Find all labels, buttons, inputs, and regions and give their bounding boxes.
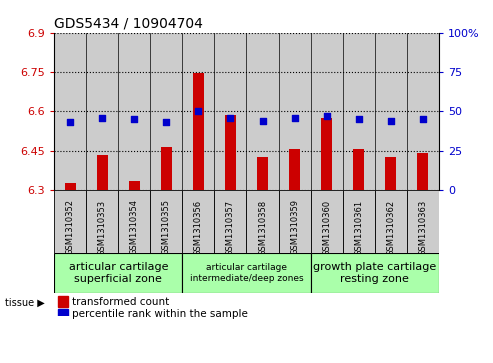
Text: transformed count: transformed count xyxy=(71,297,169,307)
Bar xyxy=(407,190,439,253)
Bar xyxy=(311,33,343,190)
Text: GSM1310356: GSM1310356 xyxy=(194,199,203,256)
Bar xyxy=(353,149,364,190)
Point xyxy=(162,119,171,125)
Bar xyxy=(97,155,108,190)
Text: GSM1310353: GSM1310353 xyxy=(98,199,107,256)
Text: GSM1310362: GSM1310362 xyxy=(386,199,395,256)
Text: GSM1310363: GSM1310363 xyxy=(418,199,427,256)
Text: GSM1310354: GSM1310354 xyxy=(130,199,139,256)
Point xyxy=(98,115,106,121)
Bar xyxy=(150,33,182,190)
Text: GSM1310361: GSM1310361 xyxy=(354,199,363,256)
Bar xyxy=(246,190,279,253)
Bar xyxy=(385,157,396,190)
Text: GSM1310358: GSM1310358 xyxy=(258,199,267,256)
Bar xyxy=(58,296,68,307)
Bar xyxy=(54,253,182,293)
Bar xyxy=(257,157,268,190)
Bar xyxy=(246,33,279,190)
Point xyxy=(291,115,299,121)
Bar xyxy=(279,190,311,253)
Bar xyxy=(86,190,118,253)
Text: articular cartilage
intermediate/deep zones: articular cartilage intermediate/deep zo… xyxy=(190,263,303,283)
Point xyxy=(387,118,394,124)
Bar xyxy=(150,190,182,253)
Point xyxy=(258,118,266,124)
Bar xyxy=(86,33,118,190)
Bar xyxy=(279,33,311,190)
Text: GSM1310360: GSM1310360 xyxy=(322,199,331,256)
Bar xyxy=(407,33,439,190)
Bar xyxy=(375,190,407,253)
Bar xyxy=(289,149,300,190)
Bar xyxy=(182,33,214,190)
Bar xyxy=(321,118,332,190)
Point xyxy=(130,116,138,122)
Bar xyxy=(118,33,150,190)
Text: GSM1310352: GSM1310352 xyxy=(66,199,75,256)
Bar xyxy=(343,190,375,253)
Bar xyxy=(129,181,140,190)
Point xyxy=(226,115,234,121)
Text: growth plate cartilage
resting zone: growth plate cartilage resting zone xyxy=(313,262,436,284)
Bar xyxy=(118,190,150,253)
Bar xyxy=(65,183,76,190)
Text: percentile rank within the sample: percentile rank within the sample xyxy=(71,309,247,319)
Bar xyxy=(311,253,439,293)
Point xyxy=(419,116,426,122)
Bar xyxy=(54,190,86,253)
Point xyxy=(354,116,362,122)
Text: GSM1310359: GSM1310359 xyxy=(290,199,299,256)
Bar xyxy=(161,147,172,190)
Point xyxy=(194,109,202,114)
Bar xyxy=(343,33,375,190)
Bar xyxy=(182,190,214,253)
Bar xyxy=(193,73,204,190)
Text: GSM1310357: GSM1310357 xyxy=(226,199,235,256)
Bar xyxy=(375,33,407,190)
Bar xyxy=(182,253,311,293)
Bar xyxy=(311,190,343,253)
Text: GDS5434 / 10904704: GDS5434 / 10904704 xyxy=(54,16,203,30)
Bar xyxy=(214,33,246,190)
Text: GSM1310355: GSM1310355 xyxy=(162,199,171,256)
Point xyxy=(66,119,74,125)
Text: tissue ▶: tissue ▶ xyxy=(5,298,45,308)
Text: articular cartilage
superficial zone: articular cartilage superficial zone xyxy=(69,262,168,284)
Bar xyxy=(214,190,246,253)
Point xyxy=(322,113,330,119)
Bar xyxy=(58,309,68,319)
Bar xyxy=(225,115,236,190)
Bar xyxy=(417,153,428,190)
Bar xyxy=(54,33,86,190)
